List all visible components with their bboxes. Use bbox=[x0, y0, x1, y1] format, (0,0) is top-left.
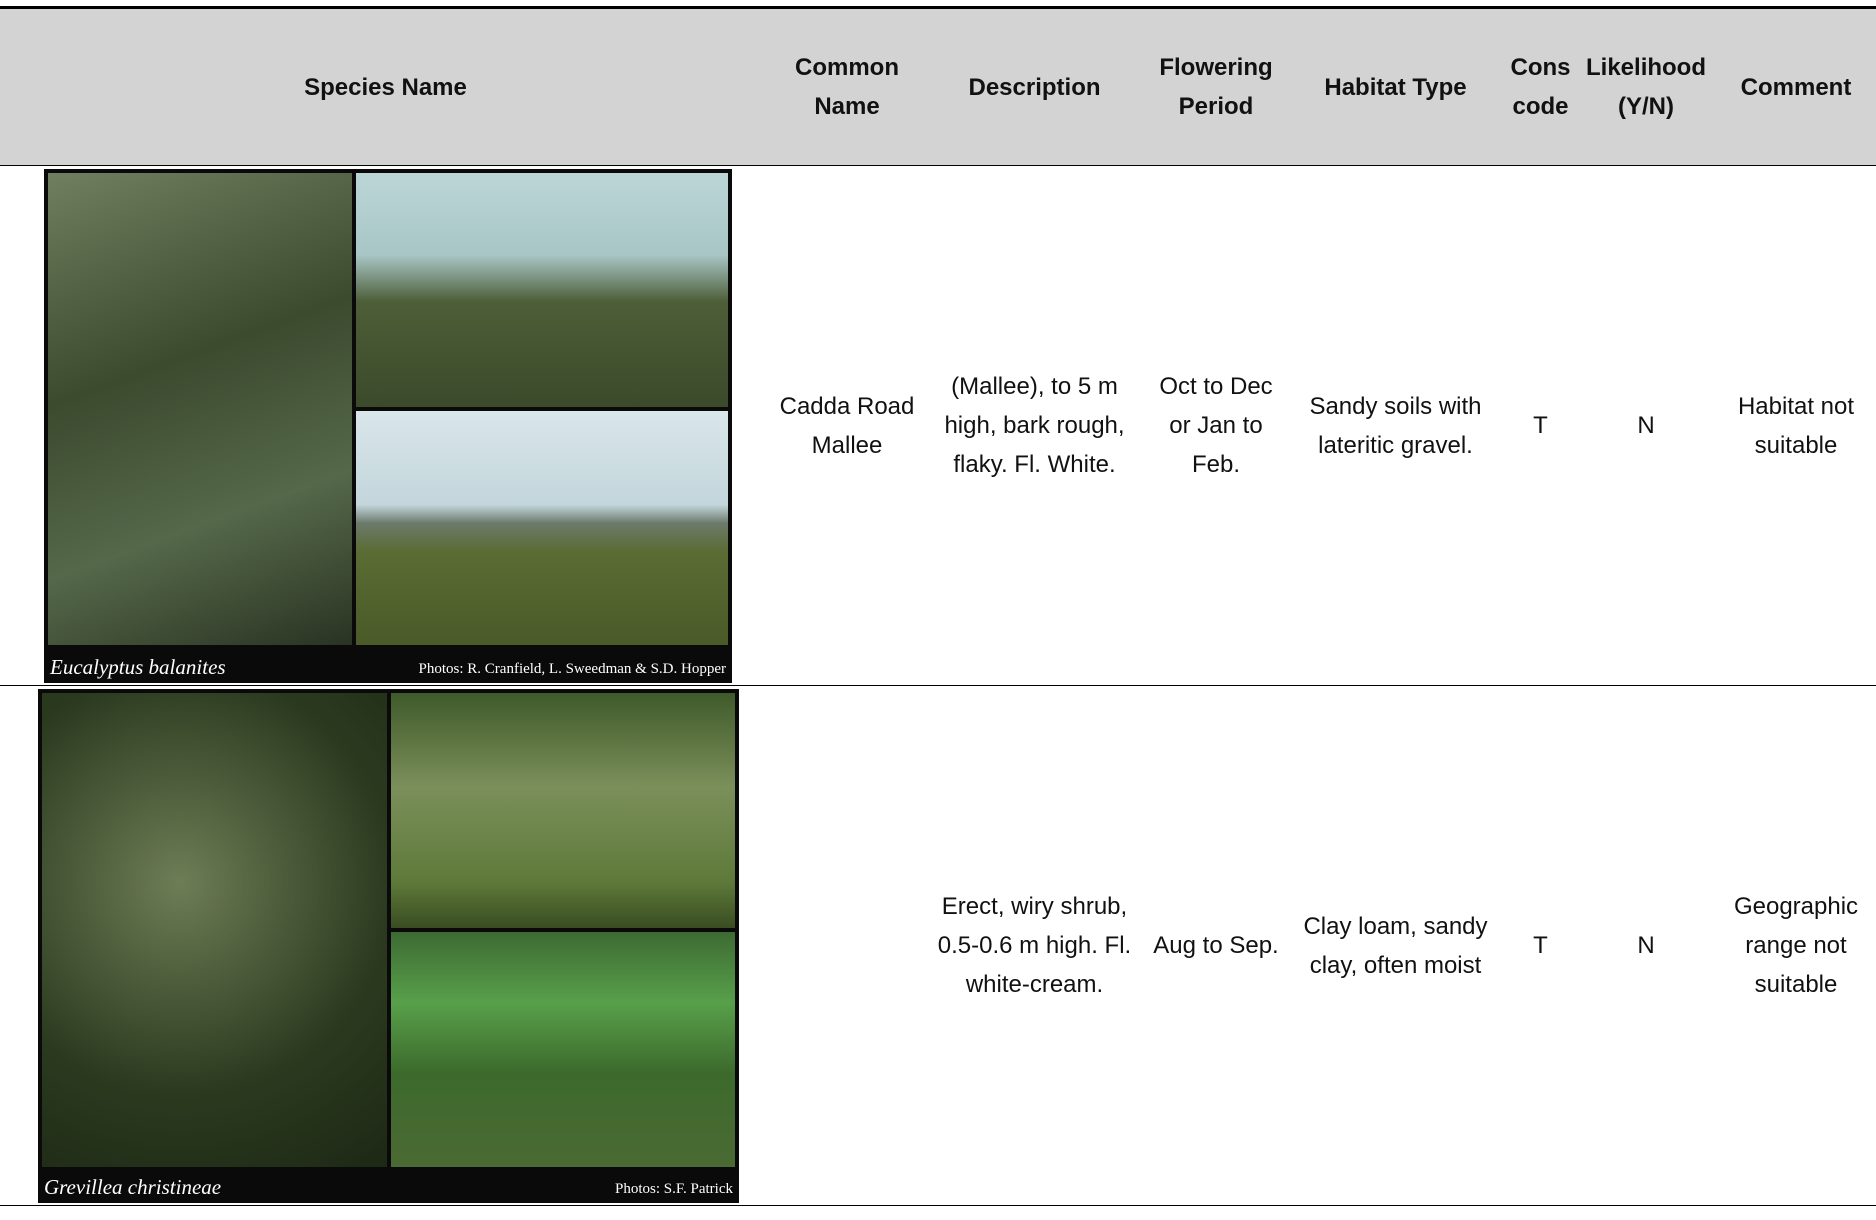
photo-credit: Photos: R. Cranfield, L. Sweedman & S.D.… bbox=[418, 661, 726, 677]
header-cell: Common Name bbox=[771, 6, 923, 166]
species-photo: Grevillea christineae Photos: S.F. Patric… bbox=[38, 689, 739, 1203]
species-name: Grevillea christineae bbox=[44, 1175, 222, 1199]
table-cell: Erect, wiry shrub, 0.5-0.6 m high. Fl. w… bbox=[923, 685, 1146, 1206]
photo-panel bbox=[48, 173, 352, 645]
header-cell: Comment bbox=[1716, 6, 1876, 166]
table-cell: (Mallee), to 5 m high, bark rough, flaky… bbox=[923, 165, 1146, 686]
table-cell: Clay loam, sandy clay, often moist bbox=[1286, 685, 1505, 1206]
table-cell: T bbox=[1505, 165, 1576, 686]
table-cell: Geographic range not suitable bbox=[1716, 685, 1876, 1206]
photo-panel bbox=[391, 932, 735, 1167]
photo-panel bbox=[391, 693, 735, 928]
header-cell: Habitat Type bbox=[1286, 6, 1505, 166]
header-cell: Description bbox=[923, 6, 1146, 166]
table-cell: T bbox=[1505, 685, 1576, 1206]
table-cell: Cadda Road Mallee bbox=[771, 165, 923, 686]
table-cell: N bbox=[1576, 685, 1716, 1206]
table-cell: N bbox=[1576, 165, 1716, 686]
table-cell: Habitat not suitable bbox=[1716, 165, 1876, 686]
header-row: Species Name Common Name Description Flower… bbox=[0, 6, 1876, 166]
table-cell: Aug to Sep. bbox=[1146, 685, 1286, 1206]
species-table: Species Name Common Name Description Flower… bbox=[0, 6, 1876, 1206]
table-body: Eucalyptus balanites Photos: R. Cranfield… bbox=[0, 165, 1876, 1206]
table-row: Grevillea christineae Photos: S.F. Patric… bbox=[0, 685, 1876, 1206]
species-photo: Eucalyptus balanites Photos: R. Cranfield… bbox=[44, 169, 732, 683]
header-cell: Flowering Period bbox=[1146, 6, 1286, 166]
table-cell: Oct to Dec or Jan to Feb. bbox=[1146, 165, 1286, 686]
photo-panel bbox=[356, 411, 728, 645]
table-cell bbox=[771, 685, 923, 1206]
species-name: Eucalyptus balanites bbox=[50, 655, 226, 679]
header-cell: Species Name bbox=[0, 6, 771, 166]
photo-credit: Photos: S.F. Patrick bbox=[615, 1181, 733, 1197]
header-cell: Cons code bbox=[1505, 6, 1576, 166]
header-cell: Likelihood (Y/N) bbox=[1576, 6, 1716, 166]
species-cell: Grevillea christineae Photos: S.F. Patric… bbox=[0, 685, 771, 1206]
table-row: Eucalyptus balanites Photos: R. Cranfield… bbox=[0, 165, 1876, 686]
species-cell: Eucalyptus balanites Photos: R. Cranfield… bbox=[0, 165, 771, 686]
table-cell: Sandy soils with lateritic gravel. bbox=[1286, 165, 1505, 686]
photo-panel bbox=[42, 693, 387, 1167]
photo-panel bbox=[356, 173, 728, 407]
